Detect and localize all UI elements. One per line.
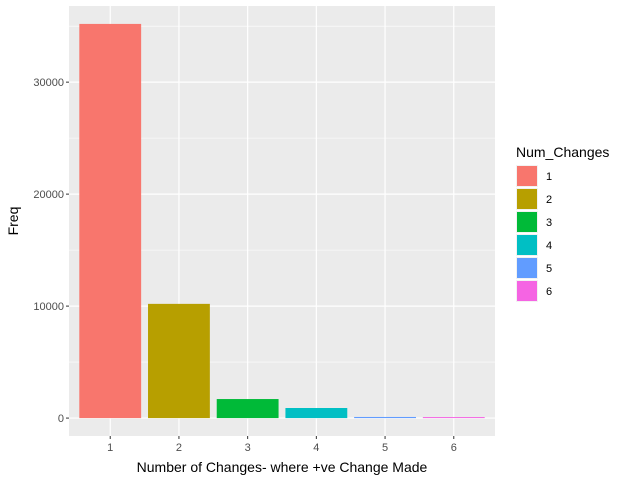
legend-label-4: 4 [546, 240, 552, 252]
bar-1 [79, 23, 142, 419]
legend-label-6: 6 [546, 286, 552, 298]
bar-2 [148, 303, 210, 419]
legend-swatch-4 [517, 235, 537, 255]
legend-label-1: 1 [546, 171, 552, 183]
x-axis-title: Number of Changes- where +ve Change Made [137, 459, 428, 475]
legend: Num_Changes 1 2 3 4 5 6 [516, 144, 609, 302]
x-tick-label: 6 [451, 442, 457, 454]
legend-title: Num_Changes [516, 144, 609, 160]
x-tick-label: 2 [176, 442, 182, 454]
y-axis-title: Freq [5, 207, 21, 236]
x-tick-label: 4 [313, 442, 319, 454]
legend-swatch-5 [517, 258, 537, 278]
legend-label-2: 2 [546, 194, 552, 206]
x-tick-label: 1 [107, 442, 113, 454]
bar-5 [354, 416, 416, 419]
y-tick-label: 0 [58, 413, 64, 425]
y-tick-label: 30000 [33, 77, 64, 89]
legend-swatch-3 [517, 212, 537, 232]
legend-swatch-1 [517, 166, 537, 186]
legend-label-5: 5 [546, 263, 552, 275]
x-axis: 1 2 3 4 5 6 [107, 436, 457, 454]
legend-swatch-6 [517, 281, 537, 301]
bar-3 [216, 399, 279, 419]
bars [79, 23, 485, 419]
y-axis: 0 10000 20000 30000 [33, 77, 69, 425]
x-tick-label: 5 [382, 442, 388, 454]
bar-6 [422, 417, 485, 419]
legend-label-3: 3 [546, 217, 552, 229]
y-tick-label: 10000 [33, 301, 64, 313]
legend-swatch-2 [517, 189, 537, 209]
bar-4 [285, 408, 348, 419]
y-tick-label: 20000 [33, 189, 64, 201]
x-tick-label: 3 [245, 442, 251, 454]
